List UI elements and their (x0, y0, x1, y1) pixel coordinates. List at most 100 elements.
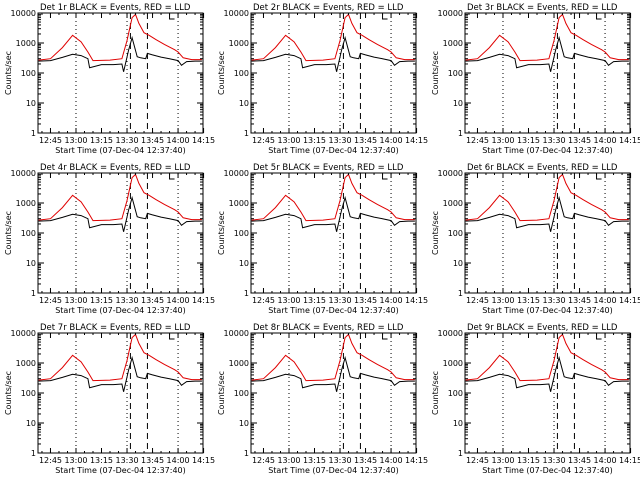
x-tick-label: 13:30 (542, 296, 565, 305)
x-axis-label: Start Time (07-Dec-04 12:37:40) (55, 146, 186, 155)
chart-svg: Det 8r BLACK = Events, RED = LLD 1 10 100 10… (217, 323, 428, 475)
y-tick-label: 1000 (442, 39, 462, 48)
series-lld-line (251, 173, 416, 222)
y-tick-label: 100 (21, 69, 36, 78)
y-tick-label: 1 (31, 449, 36, 458)
y-tick-label: 100 (234, 69, 249, 78)
x-tick-label: 13:00 (278, 296, 301, 305)
x-tick-label: 13:15 (303, 456, 326, 465)
detector-panel-7r: Det 7r BLACK = Events, RED = LLD 1 10 100 10… (0, 320, 215, 480)
bracket-mark (169, 334, 175, 340)
x-tick-label: 13:00 (278, 456, 301, 465)
series-events-line (465, 35, 629, 72)
x-tick-label: 14:00 (593, 456, 616, 465)
x-tick-label: 13:45 (568, 456, 591, 465)
x-tick-label: 13:45 (141, 136, 164, 145)
y-tick-label: 1 (458, 289, 463, 298)
bracket-mark (169, 14, 175, 20)
series-lld-line (251, 333, 416, 382)
x-tick-label: 13:15 (90, 296, 113, 305)
x-tick-label: 14:15 (619, 296, 640, 305)
chart-title: Det 8r BLACK = Events, RED = LLD (253, 323, 404, 333)
x-tick-label: 13:15 (90, 136, 113, 145)
y-tick-label: 100 (447, 69, 462, 78)
detector-panel-5r: Det 5r BLACK = Events, RED = LLD 1 10 100 10… (213, 160, 428, 320)
y-tick-label: 10 (239, 99, 249, 108)
y-tick-label: 10 (26, 259, 36, 268)
series-lld-line (38, 333, 202, 382)
x-tick-label: 13:30 (115, 456, 138, 465)
chart-title: Det 5r BLACK = Events, RED = LLD (253, 163, 404, 173)
y-axis-label: Counts/sec (217, 51, 226, 95)
series-events-line (38, 35, 202, 72)
x-tick-label: 13:00 (491, 456, 514, 465)
x-tick-label: 13:45 (141, 456, 164, 465)
y-tick-label: 10000 (11, 9, 36, 18)
x-tick-label: 13:30 (542, 456, 565, 465)
x-tick-label: 13:30 (329, 296, 352, 305)
x-tick-label: 12:45 (252, 296, 275, 305)
series-lld-line (465, 13, 629, 62)
series-lld-line (38, 173, 202, 222)
x-tick-label: 13:45 (568, 296, 591, 305)
chart-svg: Det 5r BLACK = Events, RED = LLD 1 10 100 10… (217, 163, 428, 315)
x-tick-label: 14:15 (619, 456, 640, 465)
y-axis-label: Counts/sec (217, 371, 226, 415)
series-events-line (465, 355, 629, 392)
x-tick-label: 13:30 (329, 456, 352, 465)
chart-svg: Det 4r BLACK = Events, RED = LLD 1 10 100 10… (4, 163, 215, 315)
x-tick-label: 13:30 (115, 136, 138, 145)
x-tick-label: 13:45 (141, 296, 164, 305)
x-tick-label: 13:45 (568, 136, 591, 145)
chart-svg: Det 3r BLACK = Events, RED = LLD 1 10 100 10… (431, 3, 640, 155)
y-tick-label: 10 (239, 419, 249, 428)
x-tick-label: 14:00 (167, 296, 190, 305)
series-lld-line (465, 333, 629, 382)
y-tick-label: 1000 (229, 199, 249, 208)
x-tick-label: 13:15 (517, 456, 540, 465)
chart-title: Det 1r BLACK = Events, RED = LLD (40, 3, 191, 13)
detector-panel-6r: Det 6r BLACK = Events, RED = LLD 1 10 100 10… (427, 160, 640, 320)
x-tick-label: 14:00 (593, 296, 616, 305)
y-axis-label: Counts/sec (4, 371, 13, 415)
y-tick-label: 100 (234, 389, 249, 398)
y-tick-label: 1000 (16, 199, 36, 208)
x-axis-label: Start Time (07-Dec-04 12:37:40) (55, 306, 186, 315)
x-tick-label: 13:00 (491, 296, 514, 305)
y-tick-label: 10000 (224, 329, 249, 338)
x-tick-label: 14:15 (192, 456, 215, 465)
y-tick-label: 1000 (229, 39, 249, 48)
y-tick-label: 100 (447, 389, 462, 398)
series-lld-line (251, 13, 416, 62)
bracket-mark (169, 174, 175, 180)
chart-title: Det 9r BLACK = Events, RED = LLD (467, 323, 618, 333)
x-axis-label: Start Time (07-Dec-04 12:37:40) (269, 306, 400, 315)
bracket-mark (382, 174, 388, 180)
y-axis-label: Counts/sec (431, 211, 440, 255)
series-events-line (251, 35, 416, 72)
bracket-mark (382, 14, 388, 20)
x-tick-label: 14:00 (167, 456, 190, 465)
chart-title: Det 7r BLACK = Events, RED = LLD (40, 323, 191, 333)
y-tick-label: 10 (452, 259, 462, 268)
x-tick-label: 13:00 (64, 136, 87, 145)
y-tick-label: 100 (21, 389, 36, 398)
x-tick-label: 12:45 (39, 456, 62, 465)
y-tick-label: 100 (21, 229, 36, 238)
y-tick-label: 1000 (442, 199, 462, 208)
y-tick-label: 10 (452, 99, 462, 108)
y-tick-label: 10 (26, 99, 36, 108)
x-tick-label: 13:30 (115, 296, 138, 305)
x-tick-label: 14:15 (192, 136, 215, 145)
bracket-mark (382, 334, 388, 340)
y-tick-label: 1 (244, 449, 249, 458)
x-tick-label: 14:00 (593, 136, 616, 145)
y-axis-label: Counts/sec (4, 211, 13, 255)
x-tick-label: 12:45 (466, 136, 489, 145)
y-tick-label: 10000 (11, 329, 36, 338)
x-tick-label: 13:15 (303, 136, 326, 145)
y-axis-label: Counts/sec (4, 51, 13, 95)
x-tick-label: 12:45 (466, 456, 489, 465)
x-axis-label: Start Time (07-Dec-04 12:37:40) (482, 306, 613, 315)
